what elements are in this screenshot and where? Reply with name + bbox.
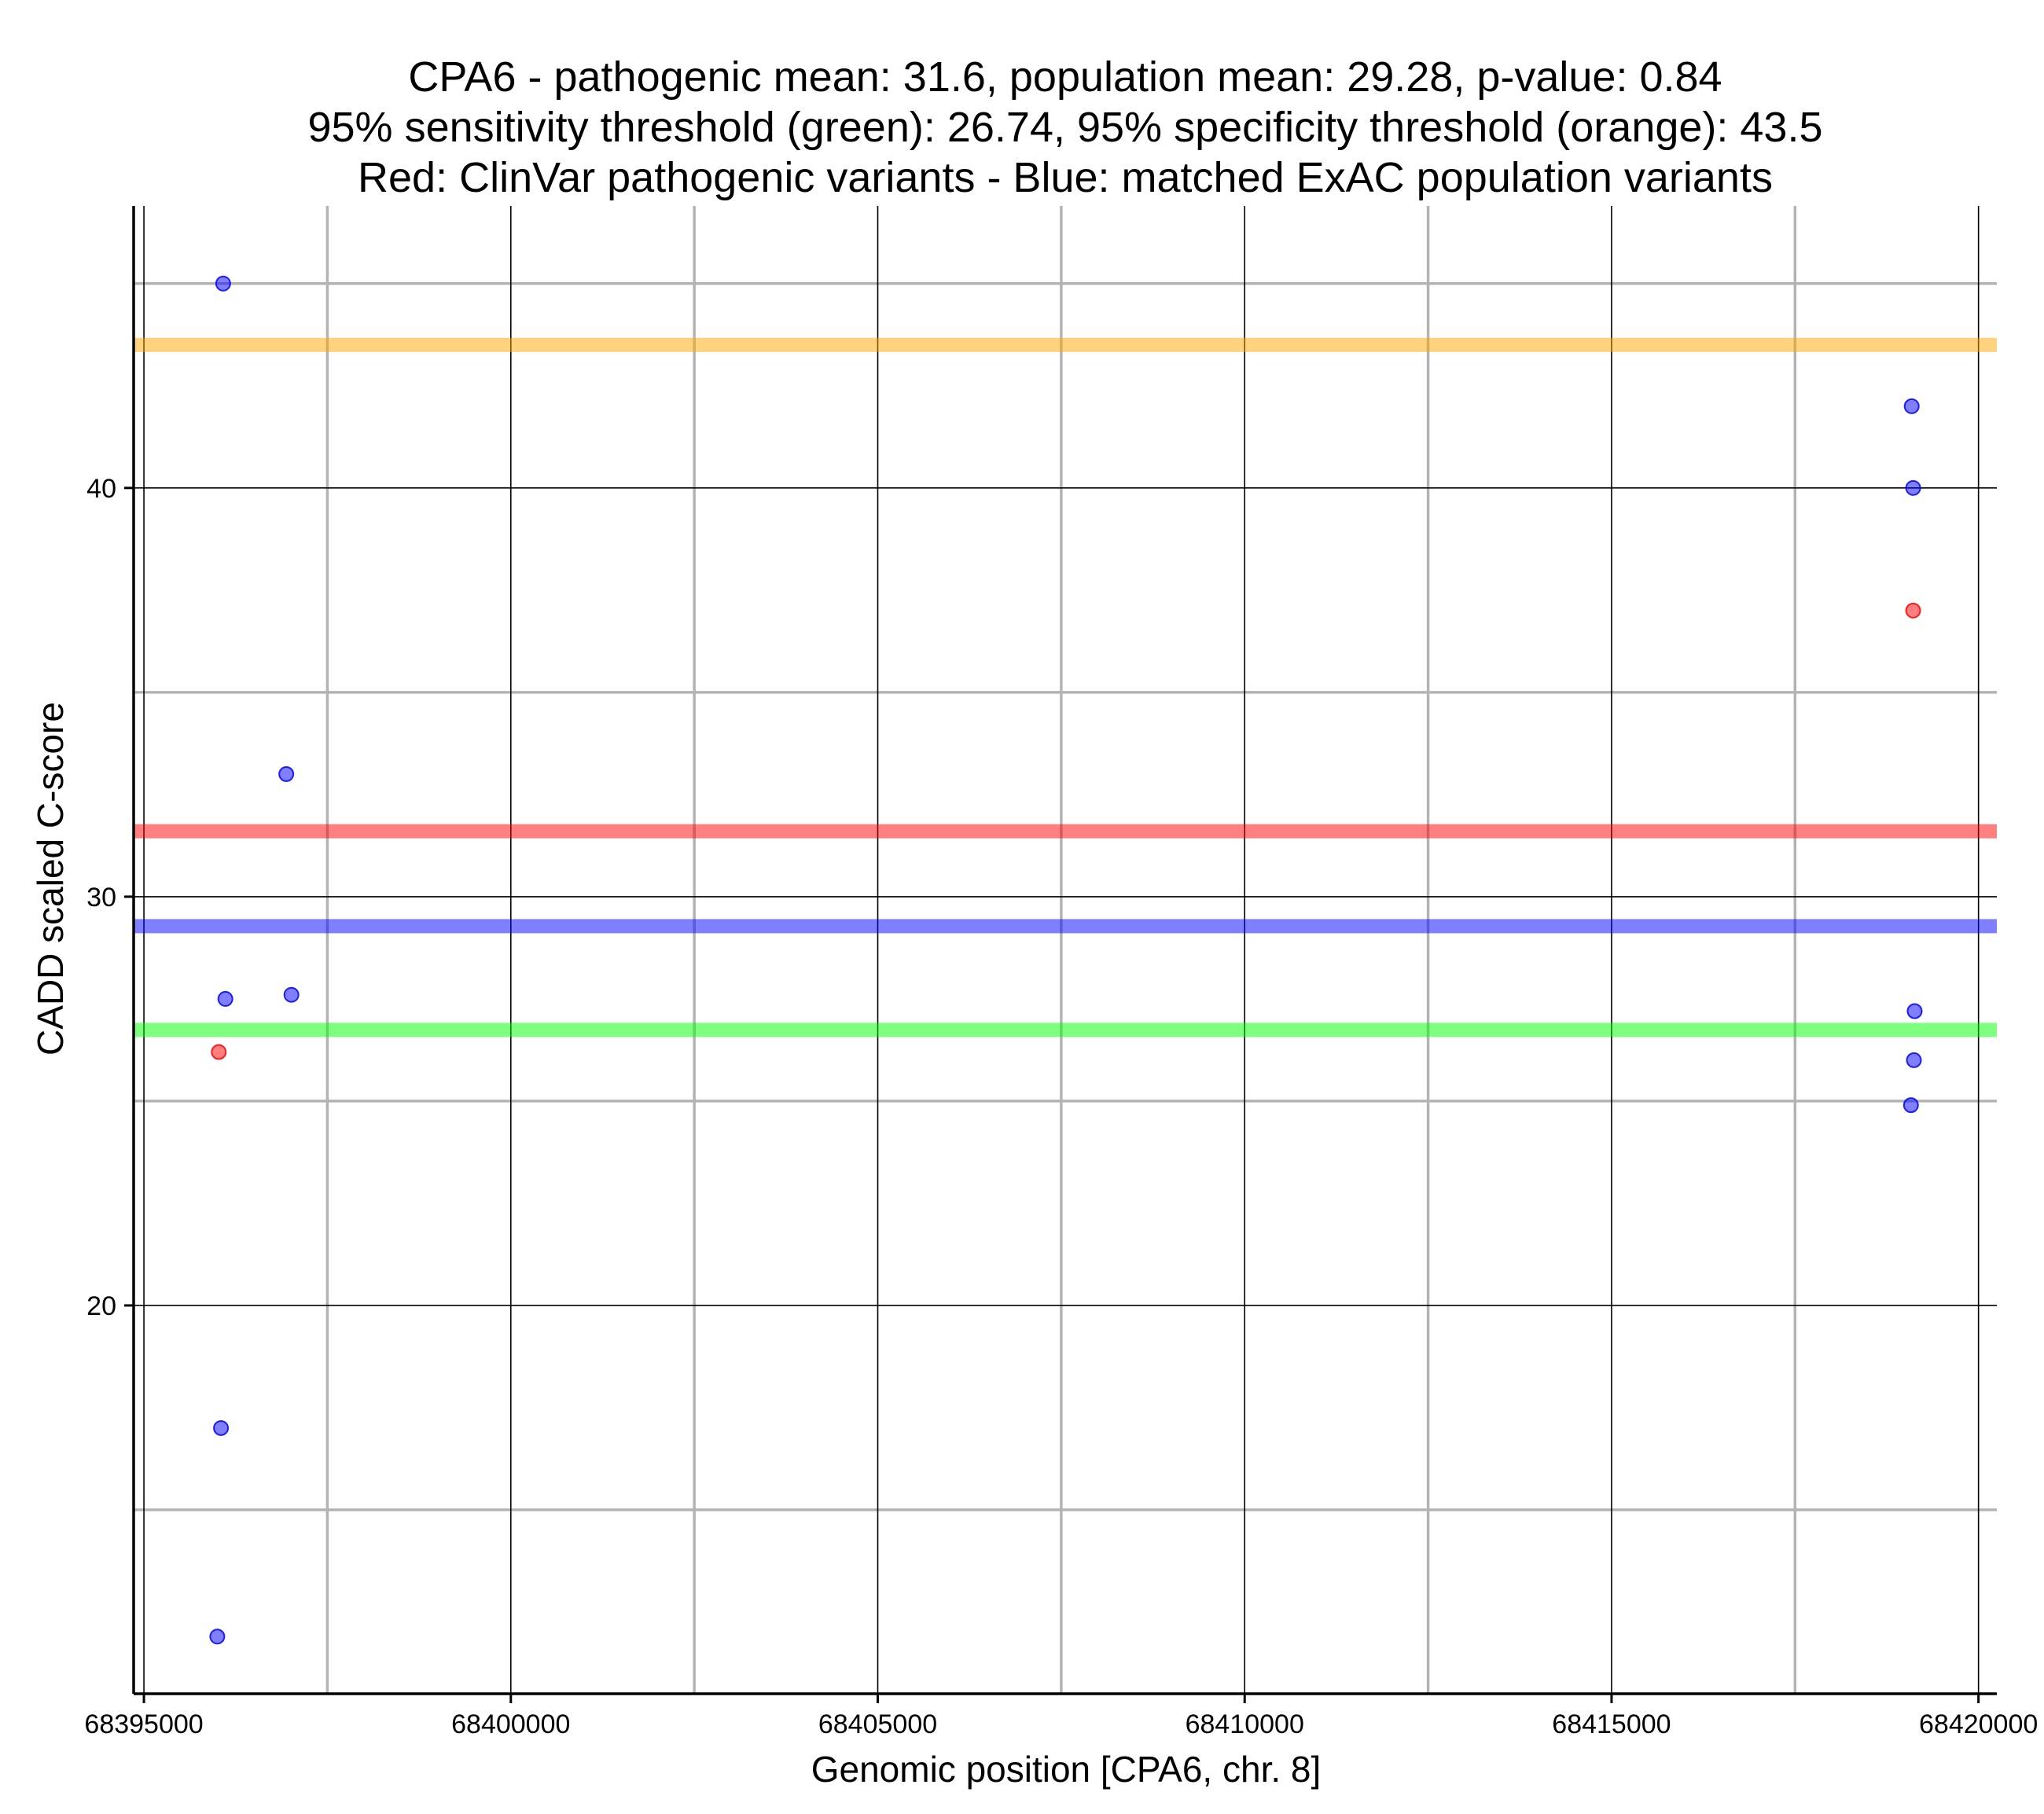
population-point: [283, 986, 300, 1003]
population-point: [213, 1419, 230, 1436]
population-point: [1905, 479, 1921, 496]
population-point: [1906, 1052, 1922, 1068]
population-point: [217, 990, 233, 1007]
data-points: [209, 275, 1923, 1645]
x-tick-label: 68420000: [1919, 1709, 2038, 1739]
y-tick-label: 20: [86, 1291, 116, 1321]
x-tick-label: 68405000: [818, 1709, 937, 1739]
y-tick-label: 30: [86, 883, 116, 913]
title-line-1: CPA6 - pathogenic mean: 31.6, population…: [408, 53, 1722, 101]
pathogenic-point: [1905, 602, 1921, 619]
pathogenic-point: [211, 1044, 227, 1060]
x-tick-label: 68400000: [451, 1709, 570, 1739]
chart-title: CPA6 - pathogenic mean: 31.6, population…: [307, 53, 1822, 201]
population-point: [1903, 398, 1920, 414]
axes: [124, 206, 1997, 1703]
tick-labels: 68395000 68400000 68405000 68410000 68415000…: [84, 474, 2038, 1739]
title-line-2: 95% sensitivity threshold (green): 26.74…: [307, 104, 1822, 151]
x-tick-label: 68410000: [1186, 1709, 1304, 1739]
population-point: [1902, 1097, 1919, 1114]
x-tick-label: 68395000: [84, 1709, 203, 1739]
y-tick-label: 40: [86, 474, 116, 504]
population-point: [215, 275, 231, 292]
population-point: [1906, 1003, 1923, 1019]
population-point: [209, 1629, 226, 1645]
title-line-3: Red: ClinVar pathogenic variants - Blue:…: [358, 154, 1773, 201]
y-axis-title: CADD scaled C-score: [30, 702, 71, 1056]
population-point: [278, 766, 295, 782]
threshold-lines: [134, 337, 1997, 1037]
x-axis-title: Genomic position [CPA6, chr. 8]: [811, 1749, 1322, 1790]
x-tick-label: 68415000: [1552, 1709, 1671, 1739]
grid-lines: [134, 206, 1997, 1694]
